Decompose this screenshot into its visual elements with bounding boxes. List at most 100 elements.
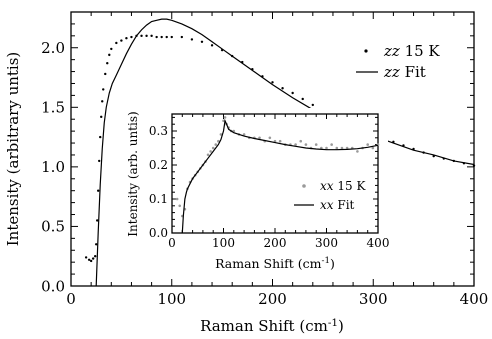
y-tick-label: 2.0 — [41, 39, 65, 57]
data-point — [110, 47, 113, 51]
data-point — [140, 34, 143, 38]
fit-line — [181, 118, 379, 234]
data-point — [175, 197, 179, 201]
data-point — [356, 150, 359, 153]
data-point — [268, 136, 272, 140]
data-point — [330, 143, 333, 146]
data-point — [209, 150, 212, 153]
legend-zz-fit-label: zz Fit — [383, 63, 426, 81]
y-tick-label: 0.0 — [149, 226, 168, 240]
data-point — [160, 35, 163, 39]
data-point — [104, 72, 107, 76]
data-point — [99, 135, 102, 139]
data-point — [130, 35, 133, 39]
data-point — [84, 256, 88, 259]
data-point — [165, 35, 168, 39]
data-point — [98, 159, 101, 163]
data-point — [219, 133, 223, 136]
x-tick-label: 0 — [66, 290, 76, 308]
data-point — [366, 143, 370, 146]
data-point — [472, 164, 476, 167]
data-point — [97, 189, 100, 192]
data-point — [94, 243, 98, 246]
data-point — [214, 143, 218, 146]
data-point — [340, 146, 344, 150]
y-tick-label: 0.3 — [149, 124, 168, 138]
data-point — [102, 88, 105, 91]
y-tick-label: 1.5 — [41, 99, 65, 117]
legend-xx-fit-label: xx Fit — [320, 198, 355, 212]
data-point — [278, 139, 282, 143]
legend-xx-points-label: xx 15 K — [320, 179, 366, 193]
legend-zz-point-marker — [364, 49, 368, 53]
legend-point — [302, 184, 306, 188]
data-point — [95, 219, 99, 222]
inset-x-axis-label: Raman Shift (cm-1) — [215, 256, 335, 271]
data-point — [91, 257, 95, 260]
data-point — [89, 259, 93, 263]
x-tick-label: 0 — [168, 236, 176, 250]
y-tick-label: 0.2 — [149, 158, 168, 172]
x-tick-label: 400 — [460, 290, 489, 308]
main-x-tick-labels: 0 100 200 300 400 — [66, 290, 488, 308]
legend-xx-point-marker — [302, 184, 306, 188]
data-point — [291, 91, 294, 95]
x-tick-label: 200 — [264, 236, 287, 250]
data-point — [325, 146, 328, 150]
data-point — [145, 34, 148, 38]
data-point — [335, 146, 339, 150]
y-tick-label: 1.0 — [41, 158, 65, 176]
x-tick-label: 100 — [157, 290, 186, 308]
inset-y-axis-label: Intensity (arb. untis) — [126, 111, 140, 236]
inset-legend: xx 15 K xx Fit — [294, 179, 366, 212]
data-point — [155, 35, 158, 39]
data-point — [211, 146, 215, 150]
data-point — [125, 37, 128, 40]
data-point — [304, 143, 308, 146]
data-point — [223, 116, 227, 119]
data-point — [206, 153, 210, 157]
data-point — [320, 146, 323, 150]
legend-zz-points-label: zz 15 K — [383, 42, 440, 60]
y-tick-label: 0.1 — [149, 192, 168, 206]
data-point — [180, 35, 184, 39]
data-point — [101, 100, 104, 103]
data-point — [217, 139, 220, 143]
inset-x-tick-labels: 0 100 200 300 400 — [168, 236, 389, 250]
data-point — [100, 115, 103, 119]
data-point — [108, 53, 111, 57]
x-tick-label: 100 — [212, 236, 235, 250]
y-tick-label: 0.5 — [41, 218, 65, 236]
data-point — [178, 204, 182, 208]
inset-series-xx-fit — [181, 118, 379, 234]
legend-point — [364, 49, 368, 53]
data-point — [120, 39, 123, 42]
main-y-tick-labels: 0.0 0.5 1.0 1.5 2.0 — [41, 39, 65, 295]
data-point — [170, 35, 173, 39]
x-tick-label: 300 — [359, 290, 388, 308]
data-point — [150, 34, 153, 38]
data-point — [115, 41, 118, 45]
main-plot: 0 100 200 300 400 0.0 0.5 1.0 1.5 2.0 Raman Shif… — [4, 11, 488, 335]
main-y-axis-label: Intensity (arbitrary untis) — [4, 52, 22, 247]
data-point — [299, 139, 303, 143]
data-point — [258, 136, 261, 140]
x-tick-label: 200 — [258, 290, 287, 308]
main-ticks — [70, 11, 475, 287]
data-point — [93, 255, 97, 258]
inset-y-tick-labels: 0.0 0.1 0.2 0.3 — [149, 124, 168, 240]
data-point — [345, 146, 349, 150]
data-point — [314, 143, 318, 146]
x-tick-label: 400 — [367, 236, 390, 250]
data-point — [301, 97, 304, 101]
data-point — [87, 258, 91, 261]
y-tick-label: 0.0 — [41, 277, 65, 295]
x-tick-label: 300 — [315, 236, 338, 250]
data-point — [106, 62, 109, 65]
data-point — [294, 143, 297, 146]
data-point — [242, 133, 246, 136]
data-point — [190, 38, 194, 41]
data-point — [222, 119, 225, 123]
inset-ticks — [171, 114, 379, 234]
